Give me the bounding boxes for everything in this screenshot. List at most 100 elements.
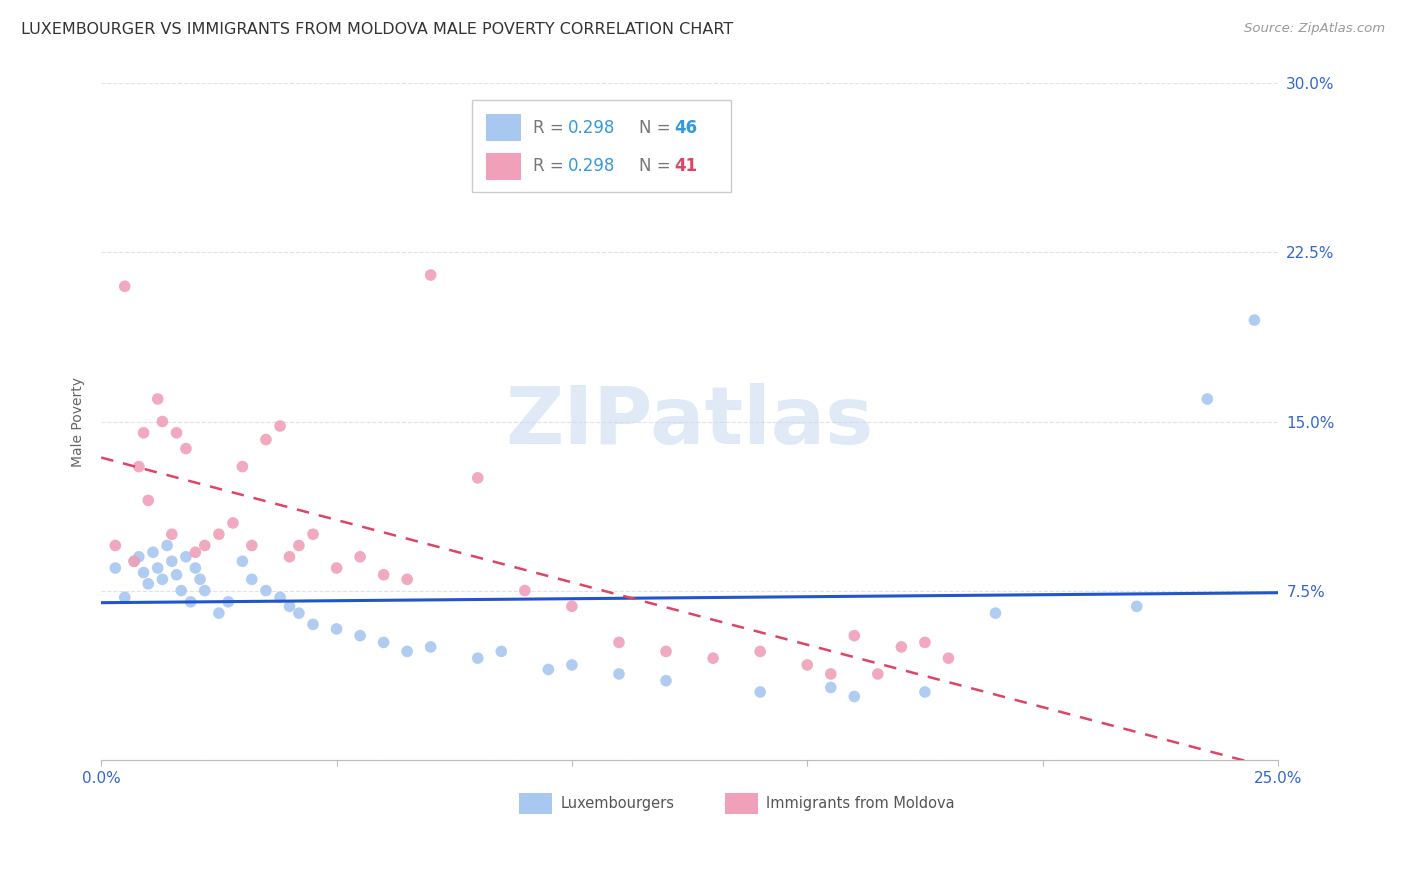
Point	[132, 425, 155, 440]
Point	[180, 595, 202, 609]
Text: R =: R =	[533, 119, 569, 136]
Point	[419, 640, 441, 654]
Point	[170, 583, 193, 598]
Point	[166, 567, 188, 582]
Point	[160, 527, 183, 541]
Point	[132, 566, 155, 580]
Point	[396, 572, 419, 586]
Point	[467, 651, 489, 665]
Point	[796, 657, 818, 672]
Point	[325, 561, 347, 575]
Point	[217, 595, 239, 609]
Point	[373, 567, 395, 582]
Point	[174, 549, 197, 564]
Point	[914, 635, 936, 649]
Text: 46: 46	[675, 119, 697, 136]
Point	[702, 651, 724, 665]
Point	[231, 554, 253, 568]
Point	[914, 685, 936, 699]
Point	[240, 539, 263, 553]
Point	[122, 554, 145, 568]
Point	[467, 471, 489, 485]
Point	[349, 629, 371, 643]
Point	[128, 459, 150, 474]
Point	[396, 644, 419, 658]
Point	[142, 545, 165, 559]
Point	[269, 419, 291, 434]
Text: Source: ZipAtlas.com: Source: ZipAtlas.com	[1244, 22, 1385, 36]
Text: Immigrants from Moldova: Immigrants from Moldova	[766, 796, 955, 811]
Point	[607, 635, 630, 649]
Point	[104, 561, 127, 575]
Text: 41: 41	[675, 157, 697, 175]
Text: 0.298: 0.298	[568, 119, 616, 136]
Point	[890, 640, 912, 654]
Point	[537, 663, 560, 677]
Point	[231, 459, 253, 474]
FancyBboxPatch shape	[725, 793, 758, 814]
Text: R =: R =	[533, 157, 569, 175]
Text: N =: N =	[638, 157, 676, 175]
Text: LUXEMBOURGER VS IMMIGRANTS FROM MOLDOVA MALE POVERTY CORRELATION CHART: LUXEMBOURGER VS IMMIGRANTS FROM MOLDOVA …	[21, 22, 734, 37]
FancyBboxPatch shape	[472, 100, 731, 192]
Point	[373, 635, 395, 649]
Point	[184, 561, 207, 575]
Point	[607, 667, 630, 681]
Point	[325, 622, 347, 636]
FancyBboxPatch shape	[519, 793, 553, 814]
FancyBboxPatch shape	[486, 153, 522, 179]
Point	[194, 539, 217, 553]
Point	[749, 644, 772, 658]
Point	[349, 549, 371, 564]
Point	[146, 561, 169, 575]
Text: ZIPatlas: ZIPatlas	[505, 383, 873, 460]
Point	[128, 549, 150, 564]
Text: Luxembourgers: Luxembourgers	[560, 796, 673, 811]
Point	[152, 415, 174, 429]
Point	[655, 673, 678, 688]
Point	[1197, 392, 1219, 406]
Point	[513, 583, 536, 598]
Point	[491, 644, 513, 658]
Point	[938, 651, 960, 665]
Point	[208, 606, 231, 620]
Point	[278, 599, 301, 614]
Point	[820, 681, 842, 695]
Point	[114, 279, 136, 293]
Point	[114, 591, 136, 605]
Point	[136, 493, 159, 508]
Point	[561, 657, 583, 672]
Point	[222, 516, 245, 530]
Point	[152, 572, 174, 586]
Point	[146, 392, 169, 406]
Point	[288, 539, 311, 553]
Point	[156, 539, 179, 553]
Text: N =: N =	[638, 119, 676, 136]
Point	[749, 685, 772, 699]
Point	[844, 690, 866, 704]
Point	[655, 644, 678, 658]
Point	[254, 583, 277, 598]
Point	[288, 606, 311, 620]
Point	[160, 554, 183, 568]
Point	[136, 576, 159, 591]
Point	[166, 425, 188, 440]
Point	[184, 545, 207, 559]
Point	[194, 583, 217, 598]
Point	[820, 667, 842, 681]
Point	[278, 549, 301, 564]
FancyBboxPatch shape	[486, 114, 522, 141]
Point	[844, 629, 866, 643]
Point	[302, 617, 325, 632]
Point	[1243, 313, 1265, 327]
Point	[208, 527, 231, 541]
Point	[174, 442, 197, 456]
Point	[1125, 599, 1147, 614]
Point	[419, 268, 441, 282]
Point	[122, 554, 145, 568]
Point	[269, 591, 291, 605]
Y-axis label: Male Poverty: Male Poverty	[72, 376, 86, 467]
Point	[302, 527, 325, 541]
Point	[254, 433, 277, 447]
Point	[561, 599, 583, 614]
